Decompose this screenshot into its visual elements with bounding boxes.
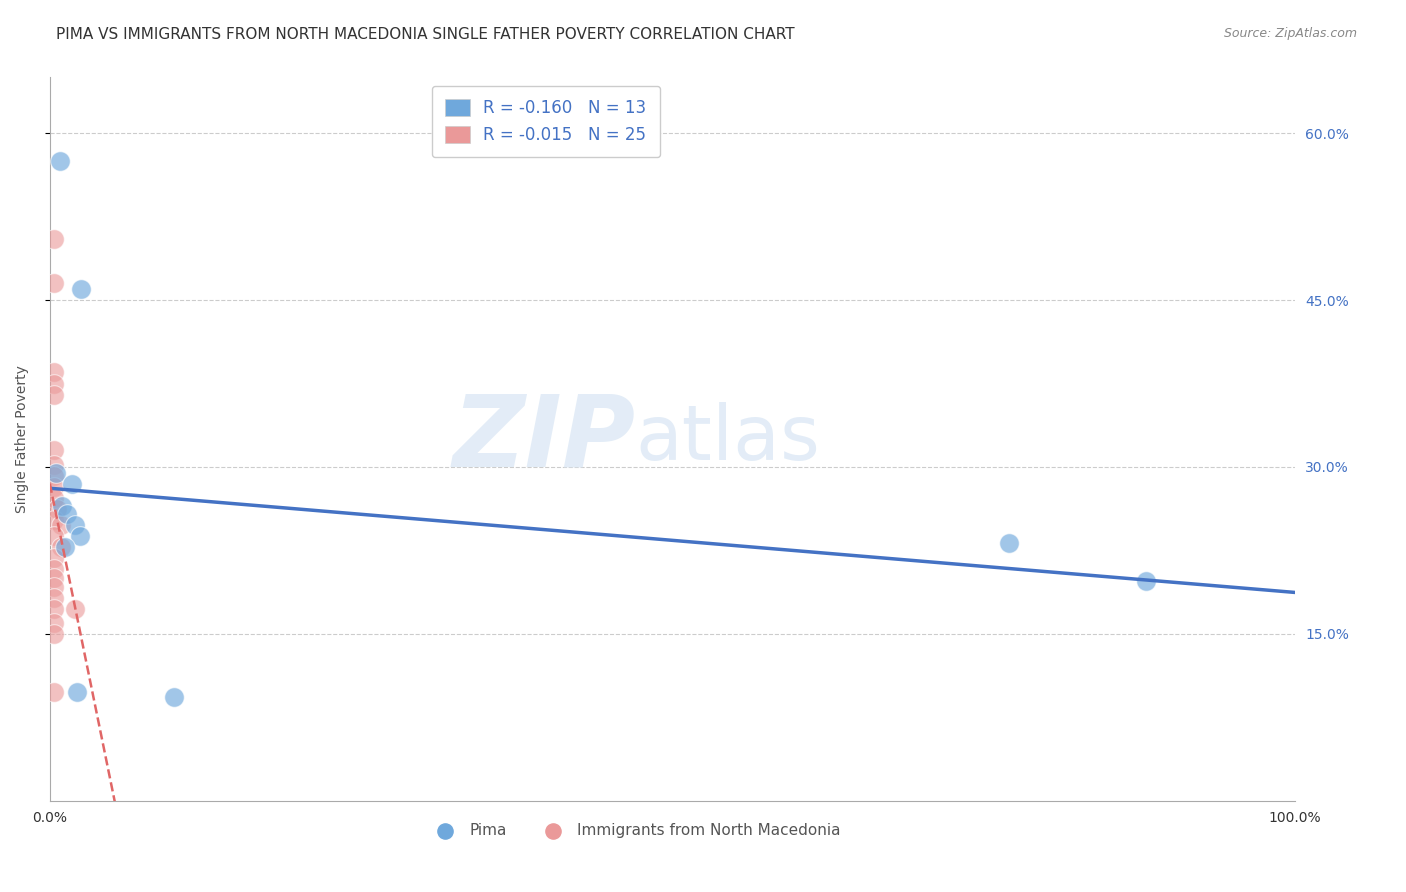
Point: [60, 476, 83, 491]
Point: [45, 466, 67, 480]
Point: [42, 562, 65, 576]
Point: [49, 540, 72, 554]
Y-axis label: Single Father Poverty: Single Father Poverty: [15, 365, 30, 513]
Legend: Pima, Immigrants from North Macedonia: Pima, Immigrants from North Macedonia: [423, 817, 846, 844]
Point: [42, 591, 65, 606]
Point: [56, 507, 79, 521]
Point: [49, 153, 72, 168]
Point: [42, 232, 65, 246]
Point: [53, 540, 76, 554]
Point: [42, 602, 65, 616]
Point: [51, 499, 73, 513]
Point: [42, 277, 65, 291]
Text: ZIP: ZIP: [453, 391, 636, 488]
Point: [42, 571, 65, 585]
Point: [42, 615, 65, 630]
Point: [42, 480, 65, 494]
Point: [70, 282, 93, 296]
Text: PIMA VS IMMIGRANTS FROM NORTH MACEDONIA SINGLE FATHER POVERTY CORRELATION CHART: PIMA VS IMMIGRANTS FROM NORTH MACEDONIA …: [56, 27, 794, 42]
Point: [997, 535, 1019, 549]
Point: [42, 469, 65, 483]
Point: [42, 551, 65, 566]
Point: [49, 517, 72, 532]
Point: [42, 458, 65, 472]
Point: [42, 443, 65, 458]
Point: [63, 517, 86, 532]
Point: [42, 513, 65, 527]
Text: Source: ZipAtlas.com: Source: ZipAtlas.com: [1223, 27, 1357, 40]
Text: atlas: atlas: [636, 402, 820, 476]
Point: [66, 685, 89, 699]
Point: [42, 529, 65, 543]
Point: [163, 690, 186, 705]
Point: [46, 502, 69, 516]
Point: [42, 387, 65, 401]
Point: [63, 602, 86, 616]
Point: [1135, 574, 1157, 588]
Point: [42, 580, 65, 594]
Point: [42, 491, 65, 505]
Point: [69, 529, 91, 543]
Point: [42, 627, 65, 641]
Point: [42, 365, 65, 379]
Point: [42, 685, 65, 699]
Point: [42, 376, 65, 391]
